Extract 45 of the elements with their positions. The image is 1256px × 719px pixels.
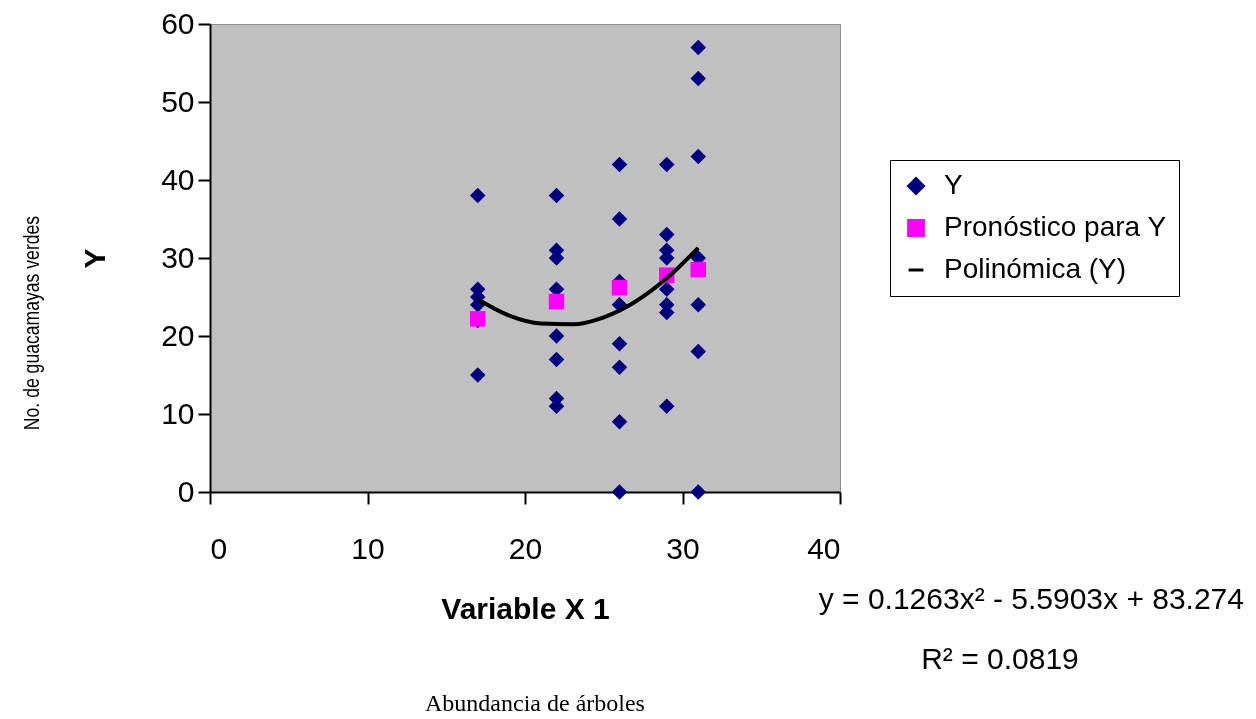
y-tick-label: 40: [161, 162, 195, 196]
y-tick-label: 30: [161, 240, 195, 274]
point: [611, 211, 628, 227]
x-tick-label: 20: [508, 531, 543, 565]
point: [470, 367, 486, 383]
legend-label: Pronóstico para Y: [944, 211, 1167, 242]
point: [690, 70, 706, 87]
point: [611, 156, 628, 173]
point: [548, 351, 565, 368]
x-axis-title: Variable X 1: [441, 591, 610, 625]
x-tick-label: 40: [807, 531, 841, 565]
text: R² = 0.0819: [920, 642, 1080, 676]
point: [611, 279, 628, 296]
text: No. de guacamayas verdes: [19, 214, 45, 433]
y-tick-label: 0: [177, 474, 195, 508]
legend-label: Polinómica (Y): [944, 253, 1127, 284]
point: [690, 297, 706, 313]
text: y = 0.1263x² - 5.5903x + 83.274: [818, 582, 1244, 616]
point: [690, 39, 706, 56]
x-tick-label: 10: [351, 531, 385, 565]
point: [690, 148, 706, 165]
point: [690, 484, 706, 500]
legend-label: Y: [944, 169, 963, 200]
point: [611, 414, 628, 430]
x-tick-label: 30: [666, 531, 700, 565]
text: Abundancia de árboles: [424, 690, 646, 717]
point: [470, 187, 486, 204]
point: [659, 281, 675, 297]
y-tick-label: 10: [161, 396, 195, 430]
y-tick-label: 20: [161, 318, 195, 352]
point: [659, 226, 675, 243]
point: [548, 328, 565, 344]
y-axis-title: Y: [78, 248, 112, 269]
point: [659, 156, 675, 173]
point: [659, 398, 675, 414]
point: [548, 293, 565, 310]
point: [548, 187, 565, 204]
y-tick-label: 50: [161, 84, 195, 118]
x-tick-label: 0: [210, 531, 228, 565]
y-tick-label: 60: [161, 6, 195, 40]
point: [611, 484, 628, 500]
point: [690, 261, 706, 278]
point: [690, 343, 706, 360]
point: [611, 336, 628, 352]
point: [611, 359, 628, 375]
